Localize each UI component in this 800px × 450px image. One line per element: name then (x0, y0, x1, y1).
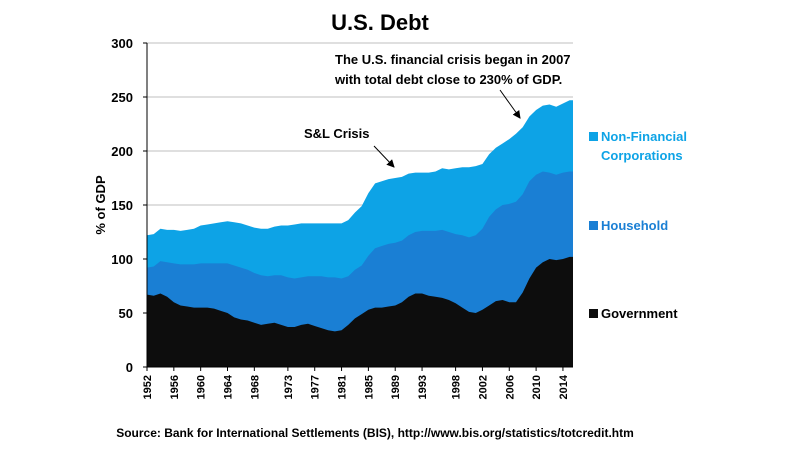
legend-label-household: Household (601, 218, 668, 233)
legend-label-non-financial-line2: Corporations (601, 148, 683, 163)
x-tick-label: 1985 (363, 375, 375, 399)
x-tick-label: 1977 (310, 375, 322, 399)
annotation-crisis-arrow (499, 89, 521, 119)
axes (143, 42, 573, 371)
y-tick-label: 150 (111, 198, 133, 213)
legend-swatch-household (589, 221, 598, 230)
y-tick-label: 200 (111, 144, 133, 159)
legend-label-government: Government (601, 306, 678, 321)
legend-swatch-government (589, 309, 598, 318)
x-tick-label: 1956 (169, 375, 181, 399)
x-tick-labels: 1952 1956 1960 1964 1968 1973 1977 1981 1985 1989… (142, 374, 570, 399)
area-government (147, 256, 573, 367)
chart-title: U.S. Debt (331, 10, 429, 35)
x-tick-label: 1989 (390, 375, 402, 399)
annotation-crisis-line2: with total debt close to 230% of GDP. (334, 72, 562, 87)
y-tick-label: 100 (111, 252, 133, 267)
x-tick-label: 1964 (223, 374, 235, 399)
x-tick-label: 2002 (477, 375, 489, 399)
x-tick-label: 1993 (417, 375, 429, 399)
x-tick-label: 2010 (531, 375, 543, 399)
x-tick-label: 1968 (249, 375, 261, 399)
y-tick-label: 300 (111, 36, 133, 51)
legend-label-non-financial-line1: Non-Financial (601, 129, 687, 144)
annotation-crisis-line1: The U.S. financial crisis began in 2007 (335, 52, 571, 67)
legend-swatch-non-financial (589, 132, 598, 141)
stacked-areas (147, 100, 573, 368)
x-tick-label: 2014 (558, 374, 570, 399)
annotation-sl-crisis: S&L Crisis (304, 126, 370, 141)
y-tick-labels: 0 50 100 150 200 250 300 (111, 36, 133, 375)
y-tick-label: 250 (111, 90, 133, 105)
x-tick-label: 1952 (142, 375, 154, 399)
y-axis-label: % of GDP (93, 175, 108, 235)
x-tick-label: 2006 (504, 375, 516, 399)
source-note: Source: Bank for International Settlemen… (116, 426, 634, 440)
annotation-sl-arrow (373, 145, 395, 168)
y-tick-label: 50 (119, 306, 133, 321)
x-tick-label: 1981 (337, 375, 349, 399)
x-tick-label: 1960 (196, 375, 208, 399)
x-tick-label: 1973 (283, 375, 295, 399)
x-tick-label: 1998 (451, 375, 463, 399)
y-tick-label: 0 (126, 360, 133, 375)
